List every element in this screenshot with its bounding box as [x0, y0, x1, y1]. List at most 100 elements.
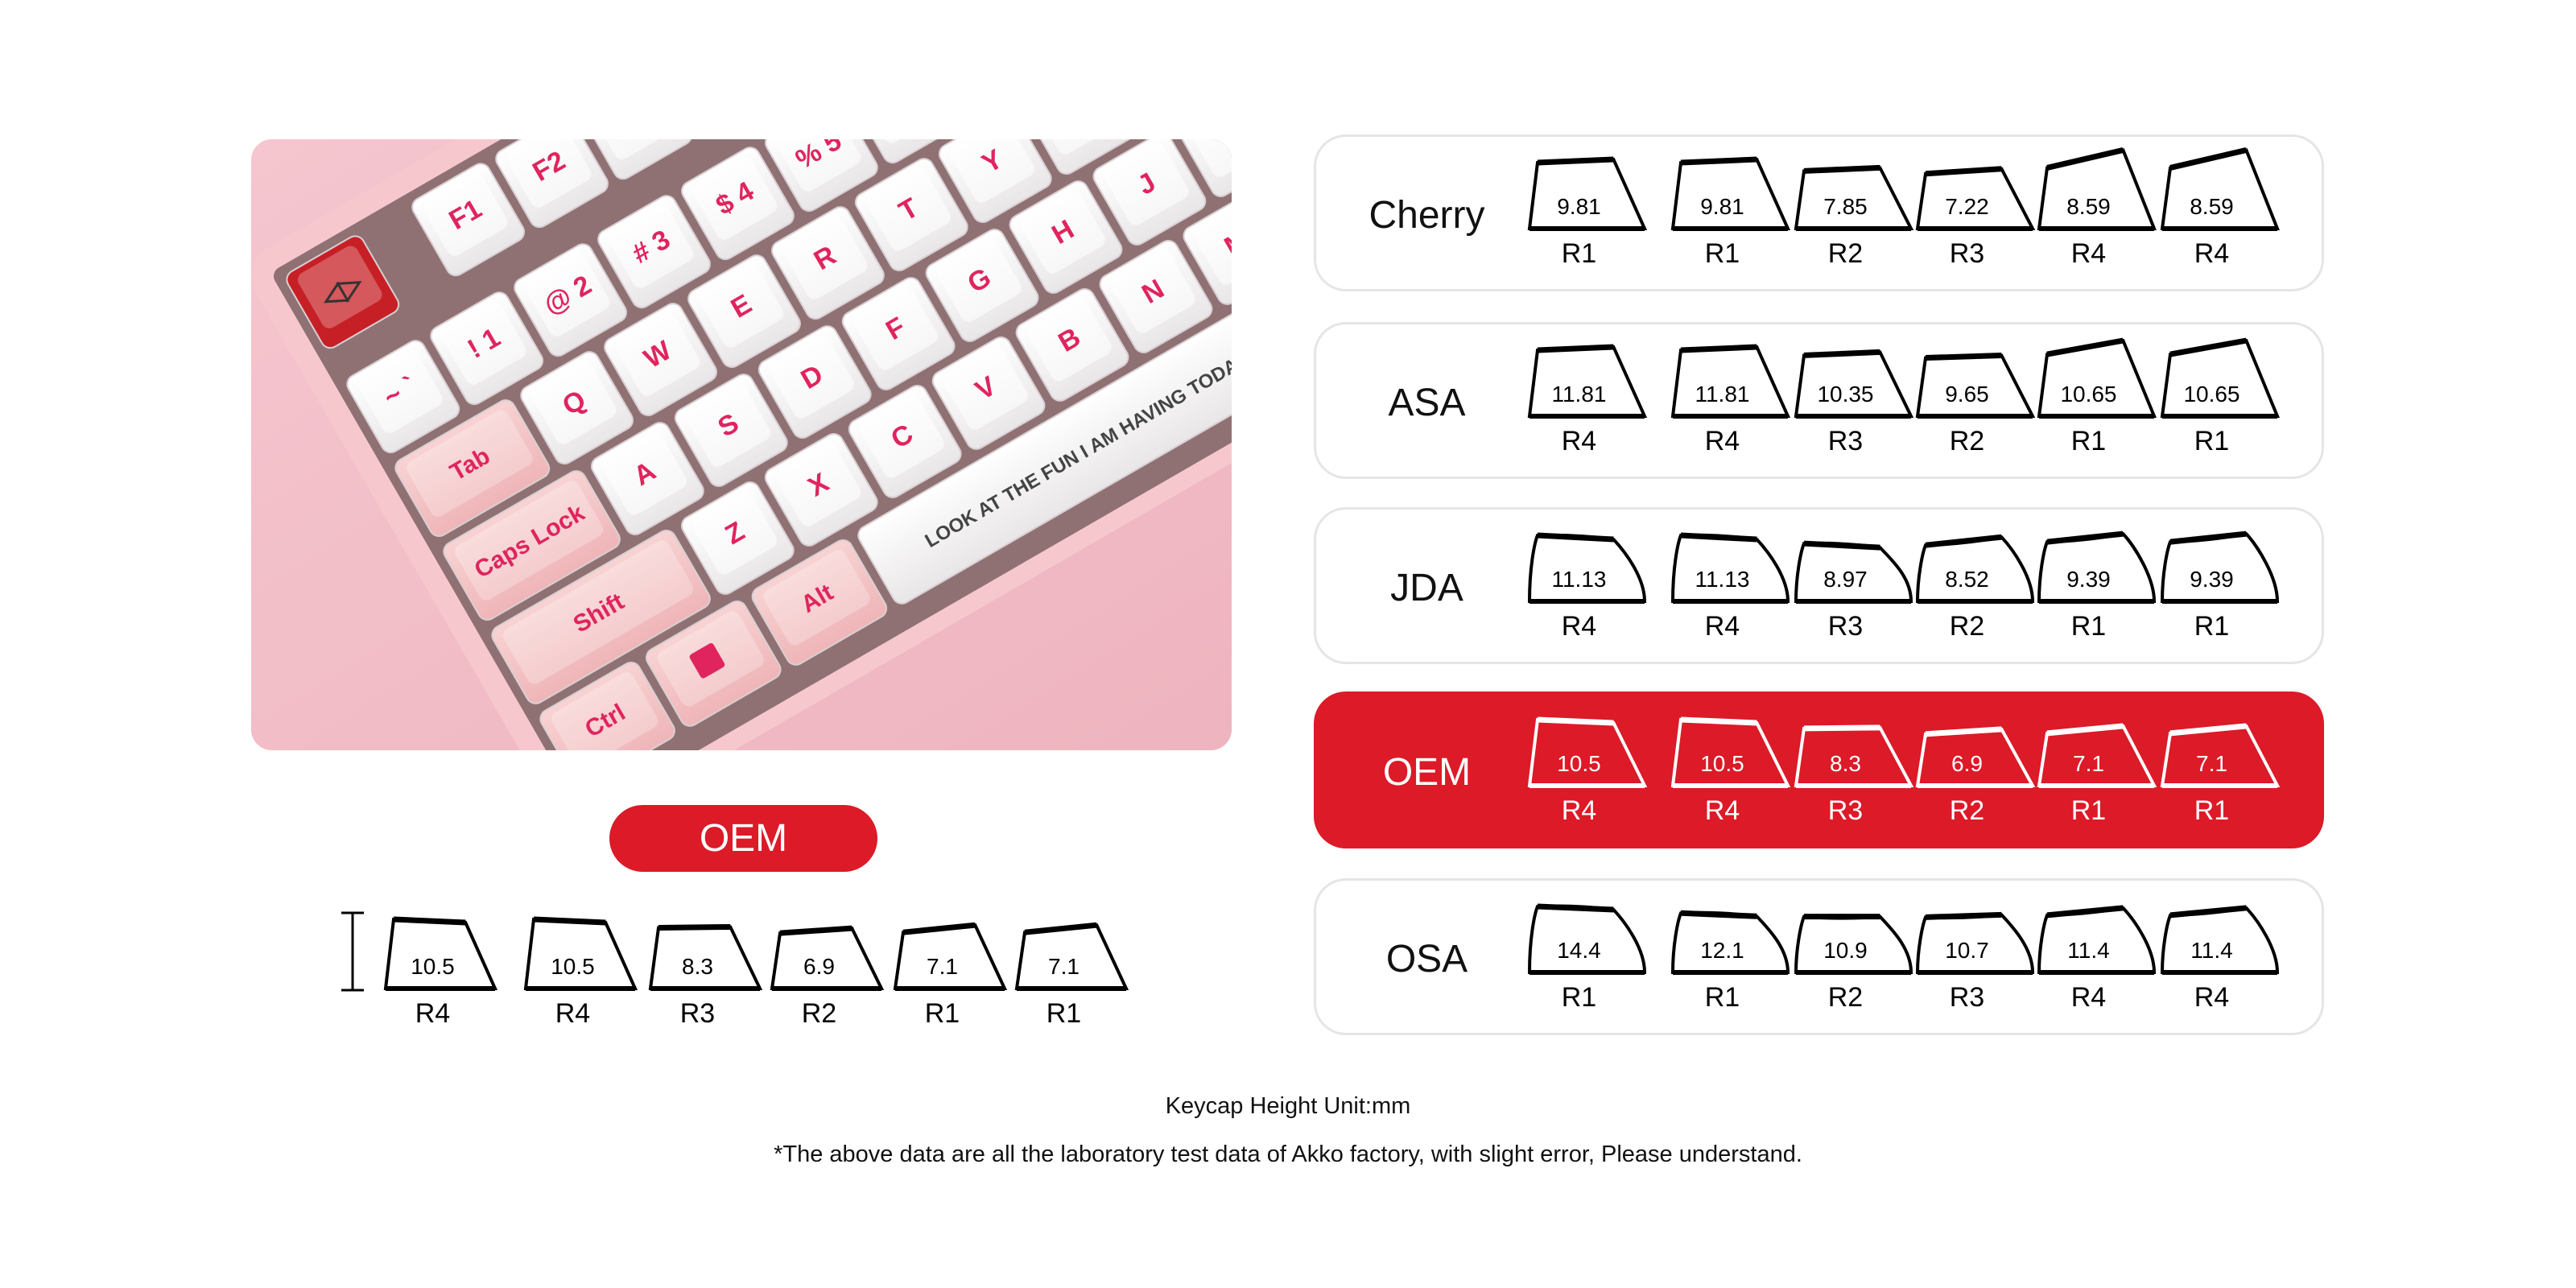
keycap-row-label: R3 — [1950, 238, 1984, 269]
number-key: % 5 — [765, 139, 878, 213]
keycap-height-value: 11.4 — [2067, 938, 2109, 963]
keycap: 11.13 R4 — [1527, 532, 1647, 642]
keycap-top-surface — [2046, 337, 2124, 357]
keycap: 11.4 R4 — [2160, 905, 2280, 1013]
keycap-row-label: R1 — [925, 998, 960, 1029]
keycap-row-label: R3 — [1828, 795, 1863, 826]
keycap-row-label: R2 — [1828, 982, 1863, 1013]
bow-icon — [324, 281, 362, 303]
keycap: 6.9 R2 — [770, 925, 885, 1029]
letter-key: Z — [680, 481, 795, 595]
number-key: ! 1 — [430, 291, 544, 406]
profile-name: ASA — [1388, 382, 1466, 424]
keycap-height-value: 8.3 — [682, 954, 713, 979]
letter-key: U — [1022, 139, 1136, 175]
tab-key: Tab — [394, 399, 551, 537]
keycap-top-surface — [533, 916, 606, 926]
letter-key: Y — [938, 139, 1052, 223]
keycap: 10.65 R1 — [2160, 337, 2280, 456]
keycap-row-label: R3 — [1828, 426, 1863, 456]
shift-key: Shift — [491, 530, 711, 704]
keycap: 12.1 R1 — [1670, 910, 1790, 1013]
keycap-row-label: R2 — [1950, 611, 1984, 642]
keycap-row-label: R4 — [1562, 795, 1596, 826]
keycap: 11.81 R4 — [1670, 344, 1791, 456]
keycap-row-label: R3 — [1828, 611, 1863, 642]
keycap-top-surface — [1024, 922, 1097, 935]
letter-key: X — [764, 433, 878, 547]
keycap-height-value: 8.59 — [2190, 194, 2234, 219]
spacebar — [857, 228, 1232, 605]
keycap: 10.5 R4 — [1670, 716, 1791, 826]
keycap-top-surface — [779, 925, 852, 936]
keycap-top-surface — [2046, 905, 2124, 919]
letter-key: C — [848, 385, 962, 498]
keycap-top-surface — [1925, 534, 2002, 548]
keycap: 10.35 R3 — [1794, 349, 1914, 456]
letter-key: B — [1015, 288, 1129, 402]
keycap-row-label: R1 — [1046, 998, 1081, 1029]
keycap-row-label: R2 — [802, 998, 836, 1029]
function-key: F2 — [495, 139, 609, 229]
keycap: 8.97 R3 — [1794, 540, 1913, 642]
keycap: 7.1 R1 — [2037, 723, 2157, 826]
keycap-row-label: R1 — [2194, 426, 2229, 456]
keycap: 11.13 R4 — [1670, 532, 1790, 642]
keycap-row-label: R1 — [2194, 795, 2229, 826]
keycap: 8.3 R3 — [648, 923, 763, 1029]
keycap-height-value: 10.65 — [2183, 382, 2240, 407]
caps-lock-key: Caps Lock — [443, 470, 621, 621]
keycap-row-label: R4 — [1705, 795, 1740, 826]
keycap-top-surface — [902, 922, 976, 935]
keycap-top-surface — [1803, 349, 1880, 358]
letter-key: V — [931, 336, 1046, 450]
number-key: $ 4 — [681, 147, 795, 261]
keycap-top-surface — [1925, 726, 2002, 737]
letter-key: Q — [520, 351, 634, 464]
keycap-top-surface — [1537, 903, 1614, 913]
profile-name: JDA — [1390, 567, 1463, 609]
keycap: 10.7 R3 — [1915, 911, 2035, 1013]
keycap-height-value: 12.1 — [1700, 938, 1744, 963]
keycap: 7.85 R2 — [1794, 164, 1914, 269]
keycap: 11.81 R4 — [1527, 344, 1648, 456]
keycap-height-value: 8.97 — [1823, 567, 1868, 592]
function-key: F1 — [411, 163, 526, 277]
alt-key: Alt — [751, 539, 888, 666]
letter-key: S — [674, 374, 788, 487]
keycap-height-value: 10.9 — [1823, 938, 1868, 963]
function-key — [579, 139, 692, 180]
keycap: 9.65 R2 — [1915, 353, 2036, 456]
keycap-top-surface — [1680, 910, 1757, 919]
keycap-row-label: R4 — [2071, 982, 2106, 1013]
ctrl-key: Ctrl — [539, 661, 675, 750]
keycap-top-surface — [1803, 540, 1880, 551]
keycap: 7.1 R1 — [2160, 723, 2281, 826]
keycap: 8.3 R3 — [1794, 724, 1914, 826]
keycap-row-label: R4 — [2194, 982, 2229, 1013]
keycap: 9.81 R1 — [1527, 156, 1648, 269]
letter-key: N — [1099, 240, 1213, 353]
keycap-top-surface — [393, 916, 466, 926]
keycap: 11.4 R4 — [2037, 905, 2157, 1013]
keycap-height-value: 9.81 — [1557, 194, 1601, 219]
keycap-row-label: R4 — [1705, 611, 1740, 642]
letter-key: M — [1183, 192, 1232, 305]
letter-key: D — [758, 325, 872, 439]
keycap: 8.59 R4 — [2160, 147, 2280, 269]
keycap-height-value: 10.5 — [1557, 751, 1601, 776]
letter-key: A — [590, 422, 704, 535]
keycap-top-surface — [1537, 532, 1614, 543]
profile-card-asa: ASA 11.81 R4 11.81 R4 10.35 R3 9.65 R2 10.65 R1 10.… — [1314, 322, 2324, 479]
keycap: 8.52 R2 — [1915, 534, 2035, 642]
disclaimer-note: *The above data are all the laboratory t… — [774, 1141, 1802, 1167]
keycap-height-value: 11.13 — [1551, 567, 1606, 592]
keycap-row-label: R3 — [680, 998, 715, 1029]
keycap: 10.5 R4 — [383, 916, 498, 1029]
keycap: 14.4 R1 — [1527, 903, 1647, 1013]
keycap-top-surface — [2169, 723, 2247, 737]
keycap-row-label: R3 — [1950, 982, 1984, 1013]
selected-profile-keycaps: 10.5 R4 10.5 R4 8.3 R3 6.9 R2 7.1 R1 7.1 R1 — [322, 902, 1159, 1038]
profile-name: OEM — [1382, 751, 1472, 794]
